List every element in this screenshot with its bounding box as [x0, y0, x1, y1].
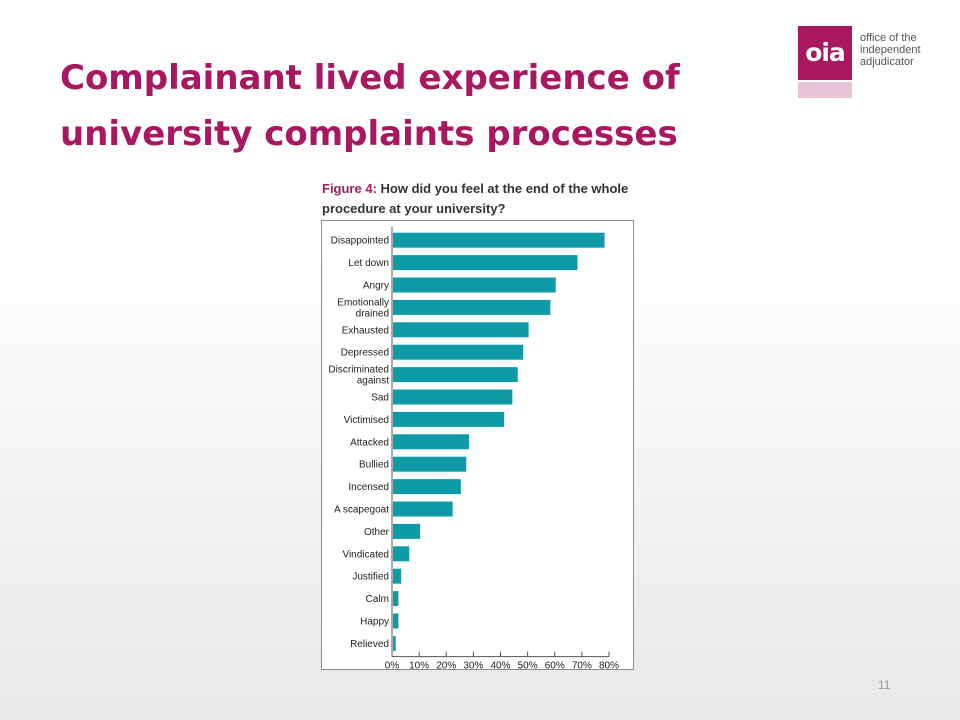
logo-mark-reflection: oia — [798, 82, 852, 98]
bar-calm — [393, 591, 399, 607]
bar-bullied — [393, 456, 467, 472]
category-label-discriminated-against: Discriminated against — [328, 365, 389, 387]
page-title: Complainant lived experience of universi… — [60, 58, 680, 154]
page-number: 11 — [878, 678, 891, 692]
category-label-happy: Happy — [360, 617, 389, 628]
category-label-attacked: Attacked — [350, 437, 389, 448]
bar-disappointed — [393, 232, 605, 248]
chart-frame: Disappointed Let down Angry Emotionally drai… — [321, 220, 634, 670]
bar-angry — [393, 277, 556, 293]
figure-label: Figure 4: — [322, 181, 377, 196]
x-tick-label: 40% — [490, 661, 510, 669]
bar-relieved — [393, 635, 396, 651]
category-label-incensed: Incensed — [348, 482, 389, 493]
bar-chart: Disappointed Let down Angry Emotionally drai… — [328, 227, 619, 669]
bar-justified — [393, 568, 402, 584]
logo-text: office of the independent adjudicator — [860, 32, 921, 68]
bar-vindicated — [393, 546, 410, 562]
bar-incensed — [393, 479, 461, 495]
bar-emotionally-drained — [393, 299, 551, 315]
category-label-exhausted: Exhausted — [342, 325, 389, 336]
oia-logo: oia office of the independent adjudicato… — [798, 26, 938, 106]
category-label-calm: Calm — [366, 594, 389, 605]
category-label-other: Other — [364, 527, 390, 538]
bar-depressed — [393, 344, 524, 360]
bar-other — [393, 523, 421, 539]
logo-line-2: independent — [860, 44, 921, 56]
bar-attacked — [393, 434, 469, 450]
bar-a-scapegoat — [393, 501, 453, 517]
bar-happy — [393, 613, 399, 629]
bar-sad — [393, 389, 513, 405]
category-label-a-scapegoat: A scapegoat — [334, 505, 389, 516]
x-tick-label: 0% — [385, 661, 400, 669]
logo-reflection: oia adjudicator — [798, 82, 938, 98]
figure-caption: Figure 4: How did you feel at the end of… — [322, 179, 642, 219]
category-label-bullied: Bullied — [359, 460, 389, 471]
x-tick-label: 10% — [409, 661, 429, 669]
category-label-let-down: Let down — [348, 258, 389, 269]
category-label-victimised: Victimised — [344, 415, 389, 426]
category-label-vindicated: Vindicated — [342, 549, 389, 560]
bar-exhausted — [393, 322, 529, 338]
category-label-depressed: Depressed — [341, 348, 389, 359]
x-tick-label: 60% — [545, 661, 565, 669]
logo-line-3: adjudicator — [860, 56, 914, 68]
x-tick-label: 80% — [599, 661, 619, 669]
x-tick-label: 70% — [572, 661, 592, 669]
x-tick-label: 30% — [463, 661, 483, 669]
category-label-relieved: Relieved — [350, 639, 389, 650]
logo-line-1: office of the — [860, 32, 917, 44]
category-label-sad: Sad — [371, 393, 389, 404]
bar-victimised — [393, 411, 505, 427]
category-label-disappointed: Disappointed — [331, 236, 389, 247]
figure-question: How did you feel at the end of the whole… — [322, 181, 629, 216]
x-tick-label: 50% — [518, 661, 538, 669]
category-label-angry: Angry — [363, 281, 389, 292]
logo-mark: oia — [798, 26, 852, 80]
category-label-justified: Justified — [352, 572, 389, 583]
category-label-emotionally-drained: Emotionally drained — [337, 297, 389, 319]
x-tick-label: 20% — [436, 661, 456, 669]
bar-let-down — [393, 255, 578, 271]
bar-discriminated-against — [393, 367, 518, 383]
